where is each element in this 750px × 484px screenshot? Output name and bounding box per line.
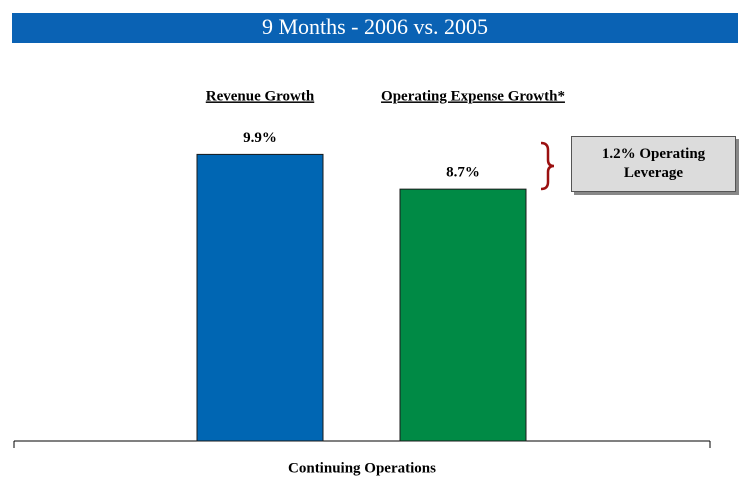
title-banner bbox=[12, 13, 738, 43]
bar bbox=[399, 188, 527, 442]
data-label: 9.9% bbox=[243, 130, 277, 146]
annotation: 1.2% Operating Leverage bbox=[571, 136, 736, 192]
category-label: Revenue Growth bbox=[206, 88, 315, 104]
brace bbox=[540, 141, 555, 191]
data-label: 8.7% bbox=[446, 165, 480, 181]
chart-title: 9 Months - 2006 vs. 2005 bbox=[262, 14, 488, 39]
x-axis-label: Continuing Operations bbox=[288, 460, 436, 476]
bar bbox=[196, 153, 324, 442]
category-label: Operating Expense Growth* bbox=[381, 88, 565, 104]
